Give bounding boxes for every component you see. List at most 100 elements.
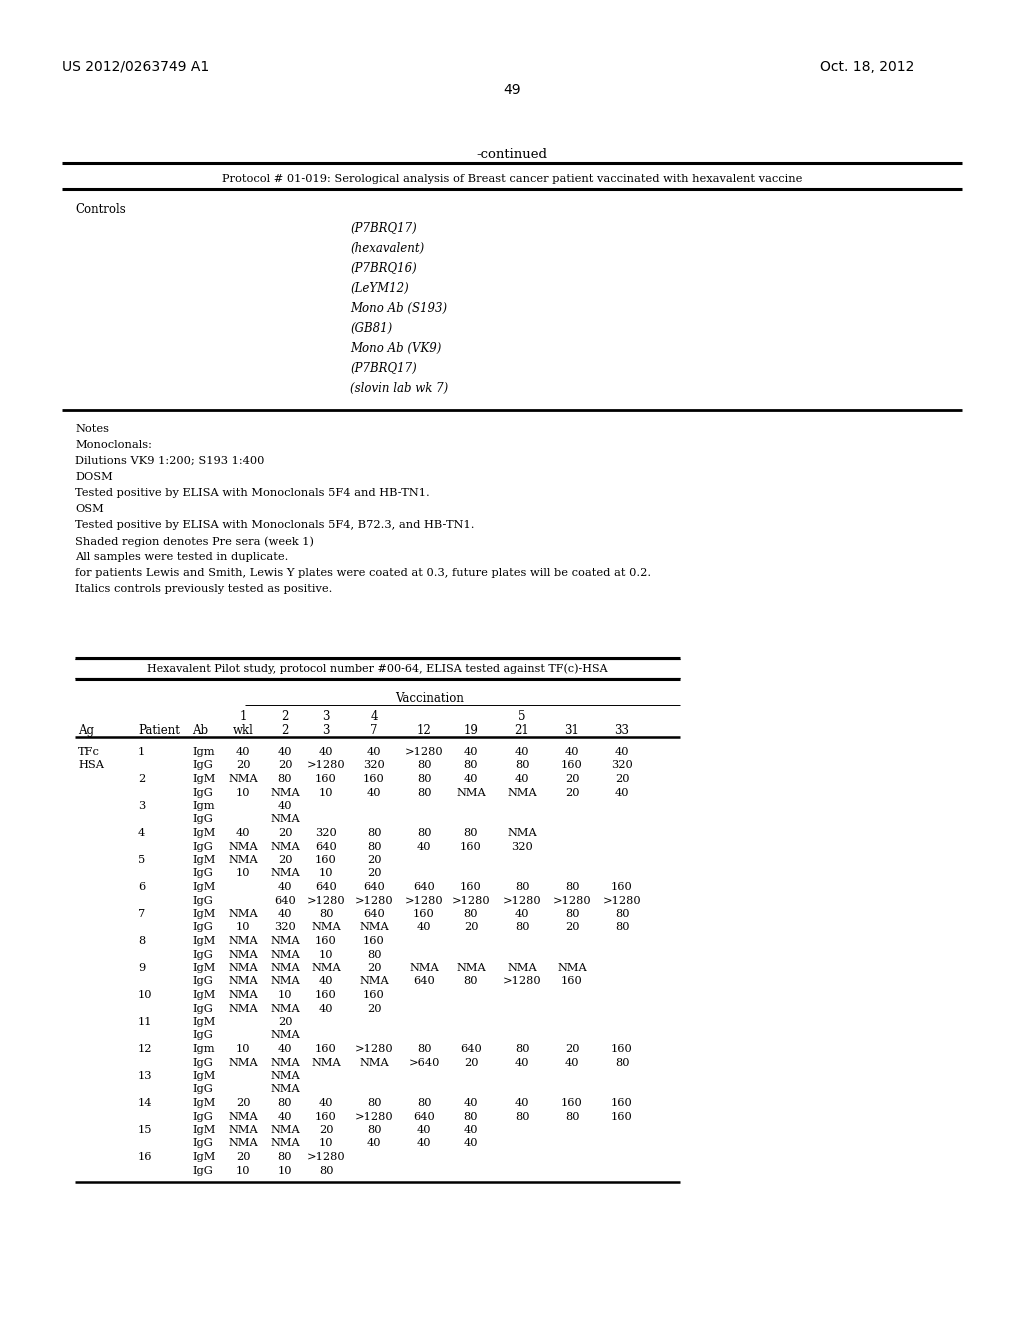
Text: NMA: NMA — [270, 964, 300, 973]
Text: 14: 14 — [138, 1098, 153, 1107]
Text: NMA: NMA — [359, 923, 389, 932]
Text: 40: 40 — [515, 1098, 529, 1107]
Text: 1: 1 — [138, 747, 145, 756]
Text: 2: 2 — [282, 710, 289, 723]
Text: OSM: OSM — [75, 504, 103, 513]
Text: 20: 20 — [614, 774, 630, 784]
Text: 40: 40 — [278, 882, 292, 892]
Text: 40: 40 — [464, 1098, 478, 1107]
Text: 3: 3 — [138, 801, 145, 810]
Text: IgM: IgM — [193, 1016, 215, 1027]
Text: 20: 20 — [367, 855, 381, 865]
Text: 40: 40 — [318, 977, 333, 986]
Text: 49: 49 — [503, 83, 521, 96]
Text: NMA: NMA — [228, 977, 258, 986]
Text: Notes: Notes — [75, 424, 109, 434]
Text: 20: 20 — [236, 760, 250, 771]
Text: IgG: IgG — [193, 869, 213, 879]
Text: >1280: >1280 — [404, 895, 443, 906]
Text: 40: 40 — [278, 909, 292, 919]
Text: 40: 40 — [565, 1057, 580, 1068]
Text: 80: 80 — [614, 923, 630, 932]
Text: 80: 80 — [515, 923, 529, 932]
Text: IgG: IgG — [193, 1085, 213, 1094]
Text: IgG: IgG — [193, 760, 213, 771]
Text: 80: 80 — [464, 1111, 478, 1122]
Text: 2: 2 — [282, 723, 289, 737]
Text: NMA: NMA — [228, 1111, 258, 1122]
Text: IgG: IgG — [193, 895, 213, 906]
Text: Igm: Igm — [193, 747, 215, 756]
Text: (LeYM12): (LeYM12) — [350, 282, 409, 294]
Text: 160: 160 — [611, 1044, 633, 1053]
Text: >1280: >1280 — [503, 977, 542, 986]
Text: (slovin lab wk 7): (slovin lab wk 7) — [350, 381, 449, 395]
Text: 40: 40 — [515, 909, 529, 919]
Text: 320: 320 — [611, 760, 633, 771]
Text: 160: 160 — [364, 936, 385, 946]
Text: -continued: -continued — [476, 148, 548, 161]
Text: >1280: >1280 — [306, 895, 345, 906]
Text: NMA: NMA — [456, 788, 485, 797]
Text: IgM: IgM — [193, 1125, 215, 1135]
Text: Ag: Ag — [78, 723, 94, 737]
Text: 80: 80 — [278, 1098, 292, 1107]
Text: 80: 80 — [417, 828, 431, 838]
Text: 40: 40 — [318, 747, 333, 756]
Text: 80: 80 — [318, 1166, 333, 1176]
Text: 2: 2 — [138, 774, 145, 784]
Text: 80: 80 — [464, 977, 478, 986]
Text: IgM: IgM — [193, 964, 215, 973]
Text: NMA: NMA — [359, 1057, 389, 1068]
Text: 80: 80 — [464, 760, 478, 771]
Text: 160: 160 — [315, 1111, 337, 1122]
Text: Shaded region denotes Pre sera (week 1): Shaded region denotes Pre sera (week 1) — [75, 536, 314, 546]
Text: 10: 10 — [318, 869, 333, 879]
Text: IgG: IgG — [193, 923, 213, 932]
Text: 40: 40 — [278, 1111, 292, 1122]
Text: 40: 40 — [236, 747, 250, 756]
Text: NMA: NMA — [228, 855, 258, 865]
Text: (P7BRQ17): (P7BRQ17) — [350, 362, 417, 375]
Text: Mono Ab (VK9): Mono Ab (VK9) — [350, 342, 441, 355]
Text: NMA: NMA — [228, 842, 258, 851]
Text: 40: 40 — [515, 774, 529, 784]
Text: 40: 40 — [278, 747, 292, 756]
Text: Igm: Igm — [193, 801, 215, 810]
Text: 10: 10 — [236, 923, 250, 932]
Text: IgM: IgM — [193, 882, 215, 892]
Text: IgG: IgG — [193, 842, 213, 851]
Text: 80: 80 — [318, 909, 333, 919]
Text: NMA: NMA — [228, 1125, 258, 1135]
Text: 40: 40 — [464, 1125, 478, 1135]
Text: 80: 80 — [565, 909, 580, 919]
Text: 20: 20 — [464, 1057, 478, 1068]
Text: Tested positive by ELISA with Monoclonals 5F4, B72.3, and HB-TN1.: Tested positive by ELISA with Monoclonal… — [75, 520, 474, 531]
Text: 10: 10 — [278, 990, 292, 1001]
Text: 40: 40 — [278, 801, 292, 810]
Text: 6: 6 — [138, 882, 145, 892]
Text: NMA: NMA — [270, 949, 300, 960]
Text: >1280: >1280 — [306, 1152, 345, 1162]
Text: 160: 160 — [315, 774, 337, 784]
Text: 40: 40 — [614, 788, 630, 797]
Text: 20: 20 — [278, 760, 292, 771]
Text: IgG: IgG — [193, 977, 213, 986]
Text: 40: 40 — [417, 842, 431, 851]
Text: 40: 40 — [278, 1044, 292, 1053]
Text: 160: 160 — [315, 990, 337, 1001]
Text: 80: 80 — [565, 882, 580, 892]
Text: IgG: IgG — [193, 1057, 213, 1068]
Text: 40: 40 — [417, 1125, 431, 1135]
Text: 12: 12 — [138, 1044, 153, 1053]
Text: IgM: IgM — [193, 909, 215, 919]
Text: 31: 31 — [564, 723, 580, 737]
Text: 160: 160 — [315, 936, 337, 946]
Text: NMA: NMA — [507, 964, 537, 973]
Text: 160: 160 — [460, 882, 482, 892]
Text: 80: 80 — [367, 828, 381, 838]
Text: 11: 11 — [138, 1016, 153, 1027]
Text: 160: 160 — [561, 977, 583, 986]
Text: US 2012/0263749 A1: US 2012/0263749 A1 — [62, 59, 209, 74]
Text: >1280: >1280 — [354, 1111, 393, 1122]
